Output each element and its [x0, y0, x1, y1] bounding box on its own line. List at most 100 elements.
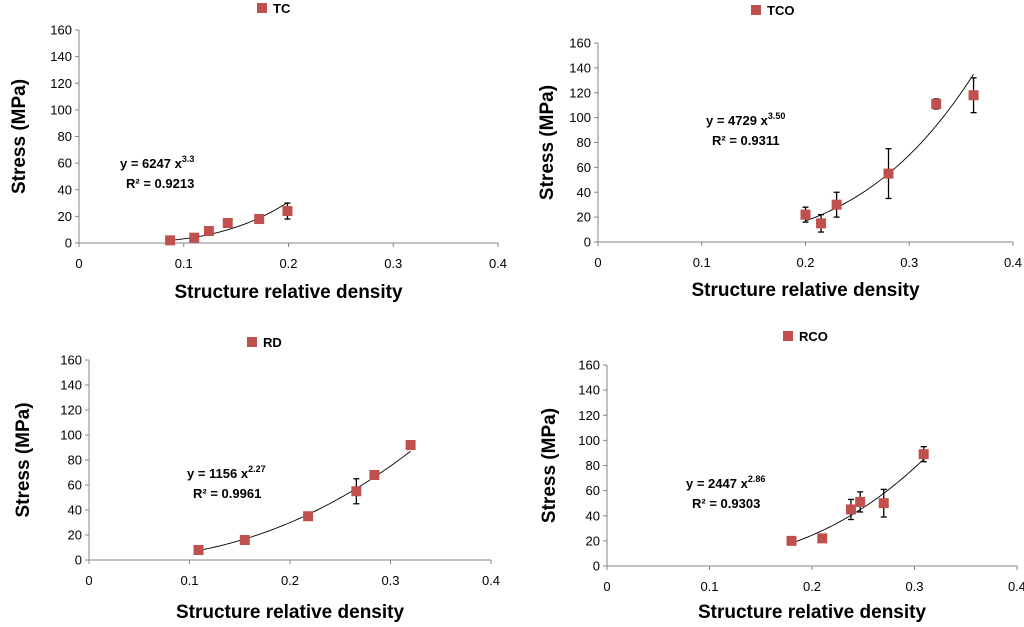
data-point	[405, 440, 416, 450]
trend-equation: y = 4729 x3.50	[706, 111, 785, 128]
legend-label: TCO	[767, 3, 794, 18]
data-point	[786, 535, 797, 546]
y-tick-label: 20	[577, 210, 591, 225]
x-tick-label: 0.2	[803, 579, 821, 594]
y-tick-label: 60	[577, 160, 591, 175]
y-tick-label: 60	[586, 483, 600, 498]
data-point	[165, 235, 176, 246]
y-tick-label: 120	[569, 85, 591, 100]
legend-marker	[247, 337, 257, 347]
y-tick-label: 0	[65, 236, 72, 251]
x-tick-label: 0.1	[693, 255, 711, 270]
panel-tc: 0 20 40 60 80 100 120 140 160 0 0.1 0.2 0.3 0.4 Struct…	[9, 1, 507, 303]
legend-marker	[783, 331, 793, 341]
y-axis-title: Stress (MPa)	[9, 79, 30, 194]
legend-label: RCO	[799, 329, 828, 344]
y-tick-label: 120	[578, 408, 600, 423]
y-tick-label: 160	[50, 23, 72, 38]
r-squared: R² = 0.9213	[126, 176, 194, 191]
x-tick-label: 0.1	[180, 573, 198, 588]
x-tick-label: 0	[75, 256, 82, 271]
y-tick-label: 160	[578, 358, 600, 373]
data-point	[222, 218, 233, 229]
data-point	[878, 498, 889, 509]
data-point	[351, 486, 362, 497]
data-point	[816, 218, 827, 229]
x-tick-label: 0	[603, 579, 610, 594]
x-axis-title: Structure relative density	[174, 282, 403, 303]
data-point	[931, 98, 942, 109]
y-tick-label: 140	[60, 378, 82, 393]
y-tick-label: 100	[578, 433, 600, 448]
y-tick-label: 40	[577, 185, 591, 200]
y-tick-label: 80	[577, 135, 591, 150]
y-tick-label: 0	[75, 553, 82, 568]
x-tick-label: 0	[594, 255, 601, 270]
trend-equation: y = 2447 x2.86	[686, 474, 765, 491]
legend-label: RD	[263, 335, 282, 350]
data-point	[883, 168, 894, 179]
y-tick-label: 0	[593, 559, 600, 574]
x-tick-label: 0.3	[905, 579, 923, 594]
trend-equation-main: y = 4729 x	[706, 113, 769, 128]
y-axis-title: Stress (MPa)	[539, 408, 560, 523]
data-point	[918, 449, 929, 460]
trend-equation: y = 6247 x3.3	[120, 154, 194, 171]
r-squared: R² = 0.9961	[193, 486, 261, 501]
y-tick-label: 140	[50, 49, 72, 64]
y-tick-label: 160	[60, 353, 82, 368]
y-tick-label: 60	[68, 478, 82, 493]
y-tick-label: 100	[50, 102, 72, 117]
trend-equation-exponent: 2.86	[748, 474, 766, 484]
y-tick-label: 140	[578, 383, 600, 398]
trend-equation-exponent: 3.3	[182, 154, 195, 164]
x-tick-label: 0.1	[175, 256, 193, 271]
panel-rco: 0 20 40 60 80 100 120 140 160 0 0.1 0.2 0.3 0.4 Struct…	[539, 329, 1024, 623]
data-point	[282, 206, 293, 217]
y-tick-label: 80	[58, 129, 72, 144]
y-tick-label: 20	[58, 209, 72, 224]
data-point	[800, 209, 811, 220]
trend-equation-exponent: 3.50	[768, 111, 786, 121]
y-tick-label: 20	[68, 528, 82, 543]
y-tick-label: 100	[569, 110, 591, 125]
x-tick-label: 0.2	[281, 573, 299, 588]
x-tick-label: 0.1	[700, 579, 718, 594]
y-tick-label: 40	[58, 182, 72, 197]
y-tick-label: 120	[50, 76, 72, 91]
trend-equation-main: y = 6247 x	[120, 156, 183, 171]
x-axis-title: Structure relative density	[698, 602, 927, 623]
panel-tco: 0 20 40 60 80 100 120 140 160 0 0.1 0.2 0.3 0.4 Struct…	[537, 3, 1022, 301]
y-tick-label: 80	[586, 458, 600, 473]
data-point	[968, 90, 979, 101]
y-tick-label: 120	[60, 403, 82, 418]
data-point	[369, 470, 380, 480]
x-tick-label: 0.4	[489, 256, 507, 271]
data-point	[189, 232, 200, 243]
y-tick-label: 60	[58, 156, 72, 171]
trend-equation-exponent: 2.27	[248, 464, 266, 474]
x-tick-label: 0.4	[1004, 255, 1022, 270]
y-tick-label: 40	[68, 503, 82, 518]
x-tick-label: 0.3	[381, 573, 399, 588]
r-squared: R² = 0.9303	[692, 496, 760, 511]
data-point	[303, 511, 314, 522]
y-tick-label: 40	[586, 508, 600, 523]
y-axis-title: Stress (MPa)	[13, 402, 34, 517]
data-point	[831, 199, 842, 210]
legend-marker	[257, 3, 267, 13]
x-tick-label: 0.4	[1008, 579, 1024, 594]
y-tick-label: 140	[569, 60, 591, 75]
data-point	[239, 535, 250, 545]
x-axis-title: Structure relative density	[176, 602, 405, 623]
x-tick-label: 0.2	[796, 255, 814, 270]
x-tick-label: 0	[85, 573, 92, 588]
data-point	[817, 533, 828, 544]
y-tick-label: 160	[569, 36, 591, 51]
y-tick-label: 20	[586, 533, 600, 548]
y-tick-label: 100	[60, 428, 82, 443]
y-axis-title: Stress (MPa)	[537, 85, 558, 200]
data-point	[855, 496, 866, 507]
trend-equation-main: y = 2447 x	[686, 476, 749, 491]
